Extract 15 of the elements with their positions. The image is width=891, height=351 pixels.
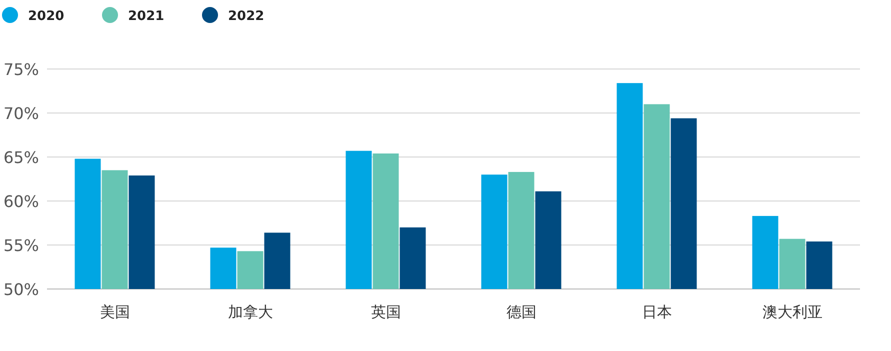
x-tick-label: 美国 — [100, 303, 130, 321]
y-tick-label: 70% — [3, 104, 39, 123]
y-tick-label: 75% — [3, 60, 39, 79]
x-tick-label: 加拿大 — [228, 303, 273, 321]
y-tick-label: 50% — [3, 280, 39, 299]
legend-label: 2021 — [128, 9, 164, 24]
y-tick-label: 60% — [3, 192, 39, 211]
x-tick-label: 澳大利亚 — [762, 303, 822, 321]
x-tick-label: 德国 — [506, 303, 536, 321]
y-tick-label: 55% — [3, 236, 39, 255]
legend-label: 2020 — [28, 9, 64, 24]
y-tick-label: 65% — [3, 148, 39, 167]
legend-label: 2022 — [228, 9, 264, 24]
x-tick-label: 英国 — [370, 303, 401, 321]
x-tick-label: 日本 — [642, 303, 672, 321]
